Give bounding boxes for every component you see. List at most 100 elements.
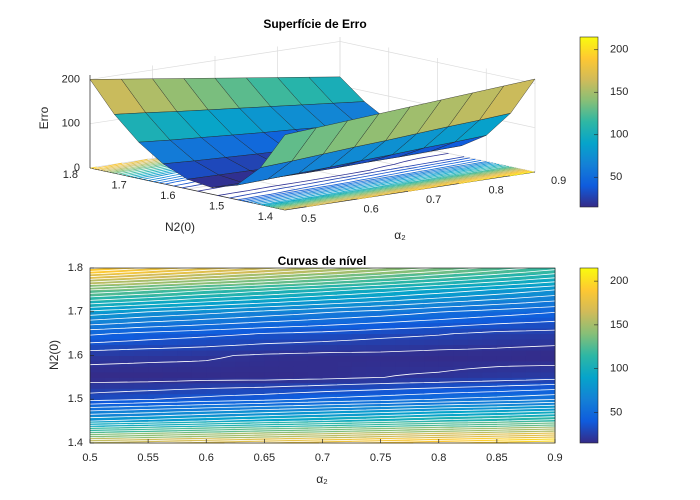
contour-fill (496, 333, 512, 340)
contour-fill (322, 333, 338, 340)
contour-fill (511, 426, 527, 433)
contour-fill (235, 289, 251, 296)
contour-fill (424, 350, 440, 356)
contour-fill (351, 300, 367, 307)
contour-fill (453, 415, 469, 422)
contour-fill (307, 421, 323, 428)
contour-fill (133, 377, 149, 384)
contour-fill (119, 426, 135, 433)
contour-fill (307, 295, 323, 302)
contour-fill (380, 393, 396, 400)
contour-fill (540, 415, 556, 422)
contour-fill (278, 371, 294, 378)
contour-fill (467, 393, 483, 400)
contour-fill (366, 404, 382, 411)
contour-fill (351, 377, 367, 384)
contour-fill (90, 410, 106, 417)
contour-fill (453, 377, 469, 384)
contour-fill (482, 388, 498, 395)
contour-fill (482, 421, 498, 428)
contour-fill (206, 366, 222, 373)
contour-fill (409, 371, 425, 378)
contour-fill (395, 328, 411, 335)
contour-fill (467, 350, 483, 356)
contour-fill (322, 366, 338, 373)
contour-fill (249, 432, 265, 439)
contour-fill (119, 278, 135, 285)
contour-fill (90, 322, 106, 329)
contour-fill (293, 300, 309, 307)
contour-fill (337, 278, 353, 285)
contour-fill (322, 344, 338, 351)
contour-fill (307, 344, 323, 351)
contour-fill (90, 344, 106, 351)
contour-fill (438, 317, 454, 324)
contour-fill (133, 426, 149, 433)
contour-fill (409, 355, 425, 362)
contour-fill (540, 360, 556, 367)
contour-fill (119, 317, 135, 324)
contour-fill (264, 273, 280, 280)
contour-fill (496, 355, 512, 362)
contour-fill (264, 360, 280, 367)
contour-fill (162, 360, 178, 367)
contour-fill (482, 311, 498, 318)
contour-fill (278, 393, 294, 400)
contour-fill (496, 284, 512, 291)
x-tick-label: 0.5 (301, 213, 316, 225)
contour-fill (366, 421, 382, 428)
contour-fill (249, 388, 265, 395)
colorbar (579, 36, 599, 208)
contour-fill (220, 426, 236, 433)
contour-fill (351, 289, 367, 296)
contour-fill (307, 333, 323, 340)
contour-fill (511, 339, 527, 346)
contour-fill (235, 295, 251, 302)
contour-fill (104, 311, 120, 318)
contour-fill (511, 284, 527, 291)
contour-fill (119, 366, 135, 373)
contour-fill (264, 311, 280, 318)
contour-fill (322, 268, 338, 274)
contour-fill (366, 322, 382, 329)
contour-fill (395, 382, 411, 389)
contour-fill (540, 366, 556, 373)
contour-fill (235, 333, 251, 340)
contour-fill (395, 355, 411, 362)
contour-fill (162, 273, 178, 280)
contour-fill (264, 339, 280, 346)
x-axis-label: α₂ (316, 472, 328, 486)
contour-fill (191, 355, 207, 362)
contour-fill (104, 393, 120, 400)
contour-fill (438, 311, 454, 318)
contour-fill (424, 306, 440, 313)
contour-fill (511, 415, 527, 422)
contour-fill (438, 388, 454, 395)
contour-fill (482, 344, 498, 351)
contour-fill (409, 322, 425, 329)
contour-fill (249, 426, 265, 433)
x-tick-label: 0.9 (547, 452, 562, 464)
contour-fill (307, 415, 323, 422)
contour-fill (191, 322, 207, 329)
contour-fill (540, 289, 556, 296)
contour-fill (351, 317, 367, 324)
contour-fill (235, 355, 251, 362)
contour-fill (395, 268, 411, 274)
contour-fill (249, 328, 265, 335)
contour-fill (366, 339, 382, 346)
contour-fill (162, 311, 178, 318)
contour-fill (366, 344, 382, 351)
contour-fill (351, 382, 367, 389)
x-tick-label: 0.85 (486, 452, 507, 464)
contour-fill (366, 432, 382, 439)
x-axis-label: α₂ (394, 228, 406, 242)
contour-fill (235, 388, 251, 395)
contour-fill (191, 311, 207, 318)
contour-fill (206, 350, 222, 356)
contour-fill (148, 404, 164, 411)
contour-fill (467, 268, 483, 274)
y-tick-label: 1.5 (68, 393, 83, 405)
contour-fill (90, 355, 106, 362)
contour-fill (133, 393, 149, 400)
